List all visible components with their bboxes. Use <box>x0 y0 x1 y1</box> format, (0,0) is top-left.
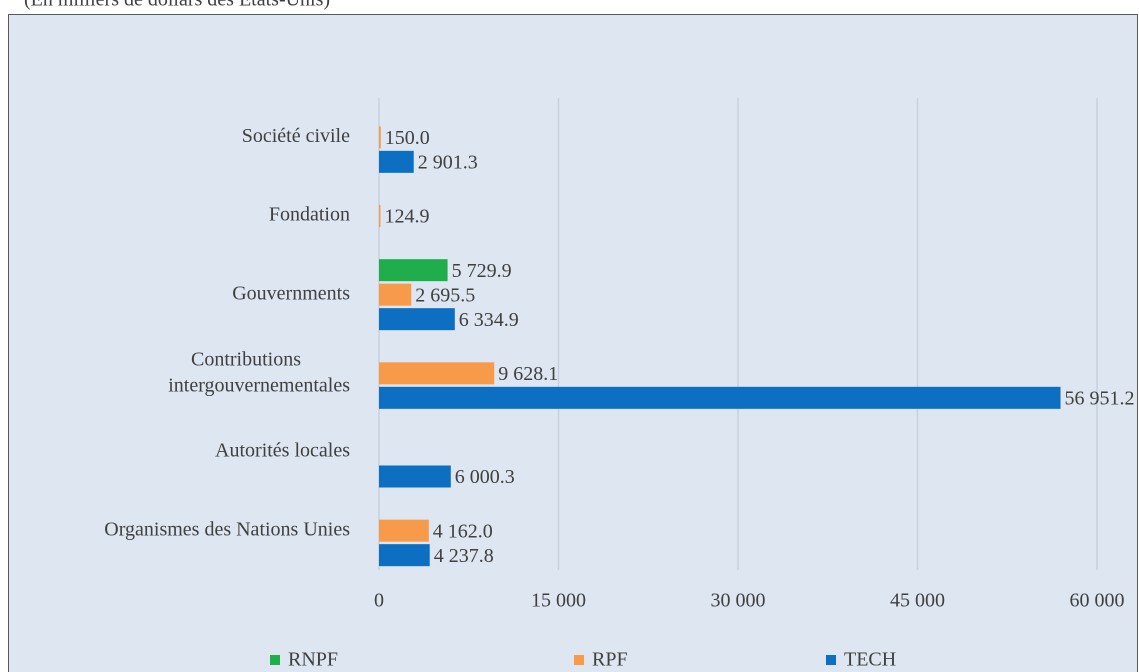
x-tick-label: 60 000 <box>1070 590 1125 612</box>
y-tick-label: Fondation <box>269 204 350 226</box>
bar <box>379 519 429 542</box>
bar <box>379 308 455 331</box>
chart-subtitle: (En milliers de dollars des États-Unis) <box>24 0 330 11</box>
data-label: 2 901.3 <box>418 151 478 173</box>
bar <box>379 544 430 567</box>
data-label: 4 162.0 <box>433 520 493 542</box>
bar <box>379 205 381 227</box>
data-label: 5 729.9 <box>452 260 512 282</box>
data-label: 9 628.1 <box>498 363 558 385</box>
y-tick-label: Société civile <box>242 125 350 147</box>
y-tick-label: Autorités locales <box>215 440 350 462</box>
legend-label: RNPF <box>288 649 338 671</box>
bar <box>379 362 495 385</box>
x-tick-label: 30 000 <box>711 590 766 612</box>
bar <box>379 386 1061 409</box>
data-label: 2 695.5 <box>415 284 475 306</box>
legend-marker <box>826 655 836 665</box>
data-label: 56 951.2 <box>1065 387 1135 409</box>
chart-area <box>8 14 1138 672</box>
data-label: 6 000.3 <box>455 466 515 488</box>
bar <box>379 465 451 488</box>
data-label: 4 237.8 <box>434 545 494 567</box>
y-tick-label: Organismes des Nations Unies <box>104 518 350 540</box>
bar <box>379 150 414 173</box>
x-tick-label: 45 000 <box>890 590 945 612</box>
data-label: 124.9 <box>384 206 429 228</box>
data-label: 150.0 <box>385 127 430 149</box>
y-tick-label: Gouvernments <box>232 282 350 304</box>
legend-label: RPF <box>592 649 628 671</box>
legend-label: TECH <box>844 649 896 671</box>
y-tick-label: Contributions intergouvernementales <box>168 348 350 396</box>
legend-marker <box>270 655 280 665</box>
x-tick-label: 15 000 <box>531 590 586 612</box>
legend-marker <box>574 655 584 665</box>
bar <box>379 126 381 149</box>
bar <box>379 259 448 282</box>
x-tick-label: 0 <box>374 590 384 612</box>
data-label: 6 334.9 <box>459 309 519 331</box>
bar <box>379 283 412 306</box>
